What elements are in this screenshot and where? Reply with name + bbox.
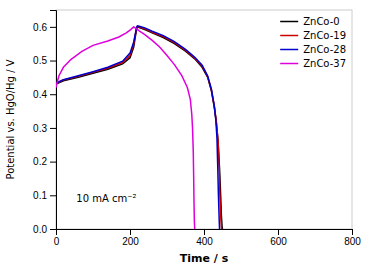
y-tick-mark — [50, 195, 56, 196]
x-tick: 800 — [344, 229, 361, 247]
y-tick-label: 0.0 — [33, 224, 47, 235]
x-axis: 0 200 400 600 800 — [54, 229, 362, 247]
legend-swatch — [280, 63, 298, 65]
x-axis-title: Time / s — [180, 252, 229, 265]
y-tick: 0.5 — [33, 55, 56, 66]
y-tick-mark — [50, 128, 56, 129]
y-tick: 0.1 — [33, 190, 56, 201]
y-axis-line — [50, 11, 57, 230]
legend-label: ZnCo-0 — [303, 16, 339, 27]
y-tick-label: 0.5 — [33, 55, 47, 66]
y-tick-mark — [50, 94, 56, 95]
x-tick: 0 — [54, 229, 60, 247]
x-tick: 400 — [196, 229, 213, 247]
chart: 0 200 400 600 800 0.0 0.1 0.2 0.3 0.4 0.5 0.6 Time /… — [0, 0, 366, 269]
x-tick-label: 0 — [54, 236, 60, 247]
x-tick: 600 — [270, 229, 287, 247]
x-tick-mark — [204, 229, 205, 235]
plot-frame — [56, 10, 352, 229]
legend: ZnCo-0 ZnCo-19 ZnCo-28 ZnCo-37 — [280, 16, 346, 69]
y-tick: 0.3 — [33, 123, 56, 134]
series-line — [56, 27, 222, 229]
x-tick-mark — [278, 229, 279, 235]
legend-label: ZnCo-19 — [303, 30, 346, 41]
legend-item: ZnCo-19 — [280, 30, 346, 41]
y-tick: 0.0 — [33, 224, 56, 235]
x-tick-label: 400 — [196, 236, 213, 247]
legend-swatch — [280, 21, 298, 23]
y-tick-mark — [50, 61, 56, 62]
y-tick-label: 0.1 — [33, 190, 47, 201]
series-line — [56, 27, 195, 229]
y-tick: 0.2 — [33, 156, 56, 167]
series-layer — [56, 26, 223, 229]
x-axis-line — [57, 230, 353, 236]
y-tick-label: 0.6 — [33, 22, 47, 33]
legend-item: ZnCo-0 — [280, 16, 339, 27]
x-tick-mark — [130, 229, 131, 235]
y-tick-mark — [50, 162, 56, 163]
y-tick-label: 0.4 — [33, 89, 47, 100]
series-line — [56, 27, 223, 229]
y-tick-label: 0.3 — [33, 123, 47, 134]
annotation: 10 mA cm⁻² — [76, 193, 136, 204]
legend-item: ZnCo-37 — [280, 58, 346, 69]
y-axis: 0.0 0.1 0.2 0.3 0.4 0.5 0.6 — [33, 11, 56, 235]
x-tick-label: 200 — [122, 236, 139, 247]
x-tick-label: 800 — [344, 236, 361, 247]
y-tick-mark — [50, 27, 56, 28]
series-line — [56, 26, 220, 229]
plot: 0 200 400 600 800 0.0 0.1 0.2 0.3 0.4 0.5 0.6 Time /… — [5, 10, 361, 265]
y-tick-label: 0.2 — [33, 156, 47, 167]
y-axis-title: Potential vs. HgO/Hg / V — [5, 59, 16, 179]
x-tick-mark — [352, 229, 353, 235]
x-tick-label: 600 — [270, 236, 287, 247]
y-tick-mark — [50, 229, 56, 230]
legend-swatch — [280, 35, 298, 37]
y-tick: 0.4 — [33, 89, 56, 100]
y-tick: 0.6 — [33, 22, 56, 33]
legend-label: ZnCo-28 — [303, 44, 346, 55]
legend-swatch — [280, 49, 298, 51]
legend-item: ZnCo-28 — [280, 44, 346, 55]
x-tick: 200 — [122, 229, 139, 247]
legend-label: ZnCo-37 — [303, 58, 346, 69]
